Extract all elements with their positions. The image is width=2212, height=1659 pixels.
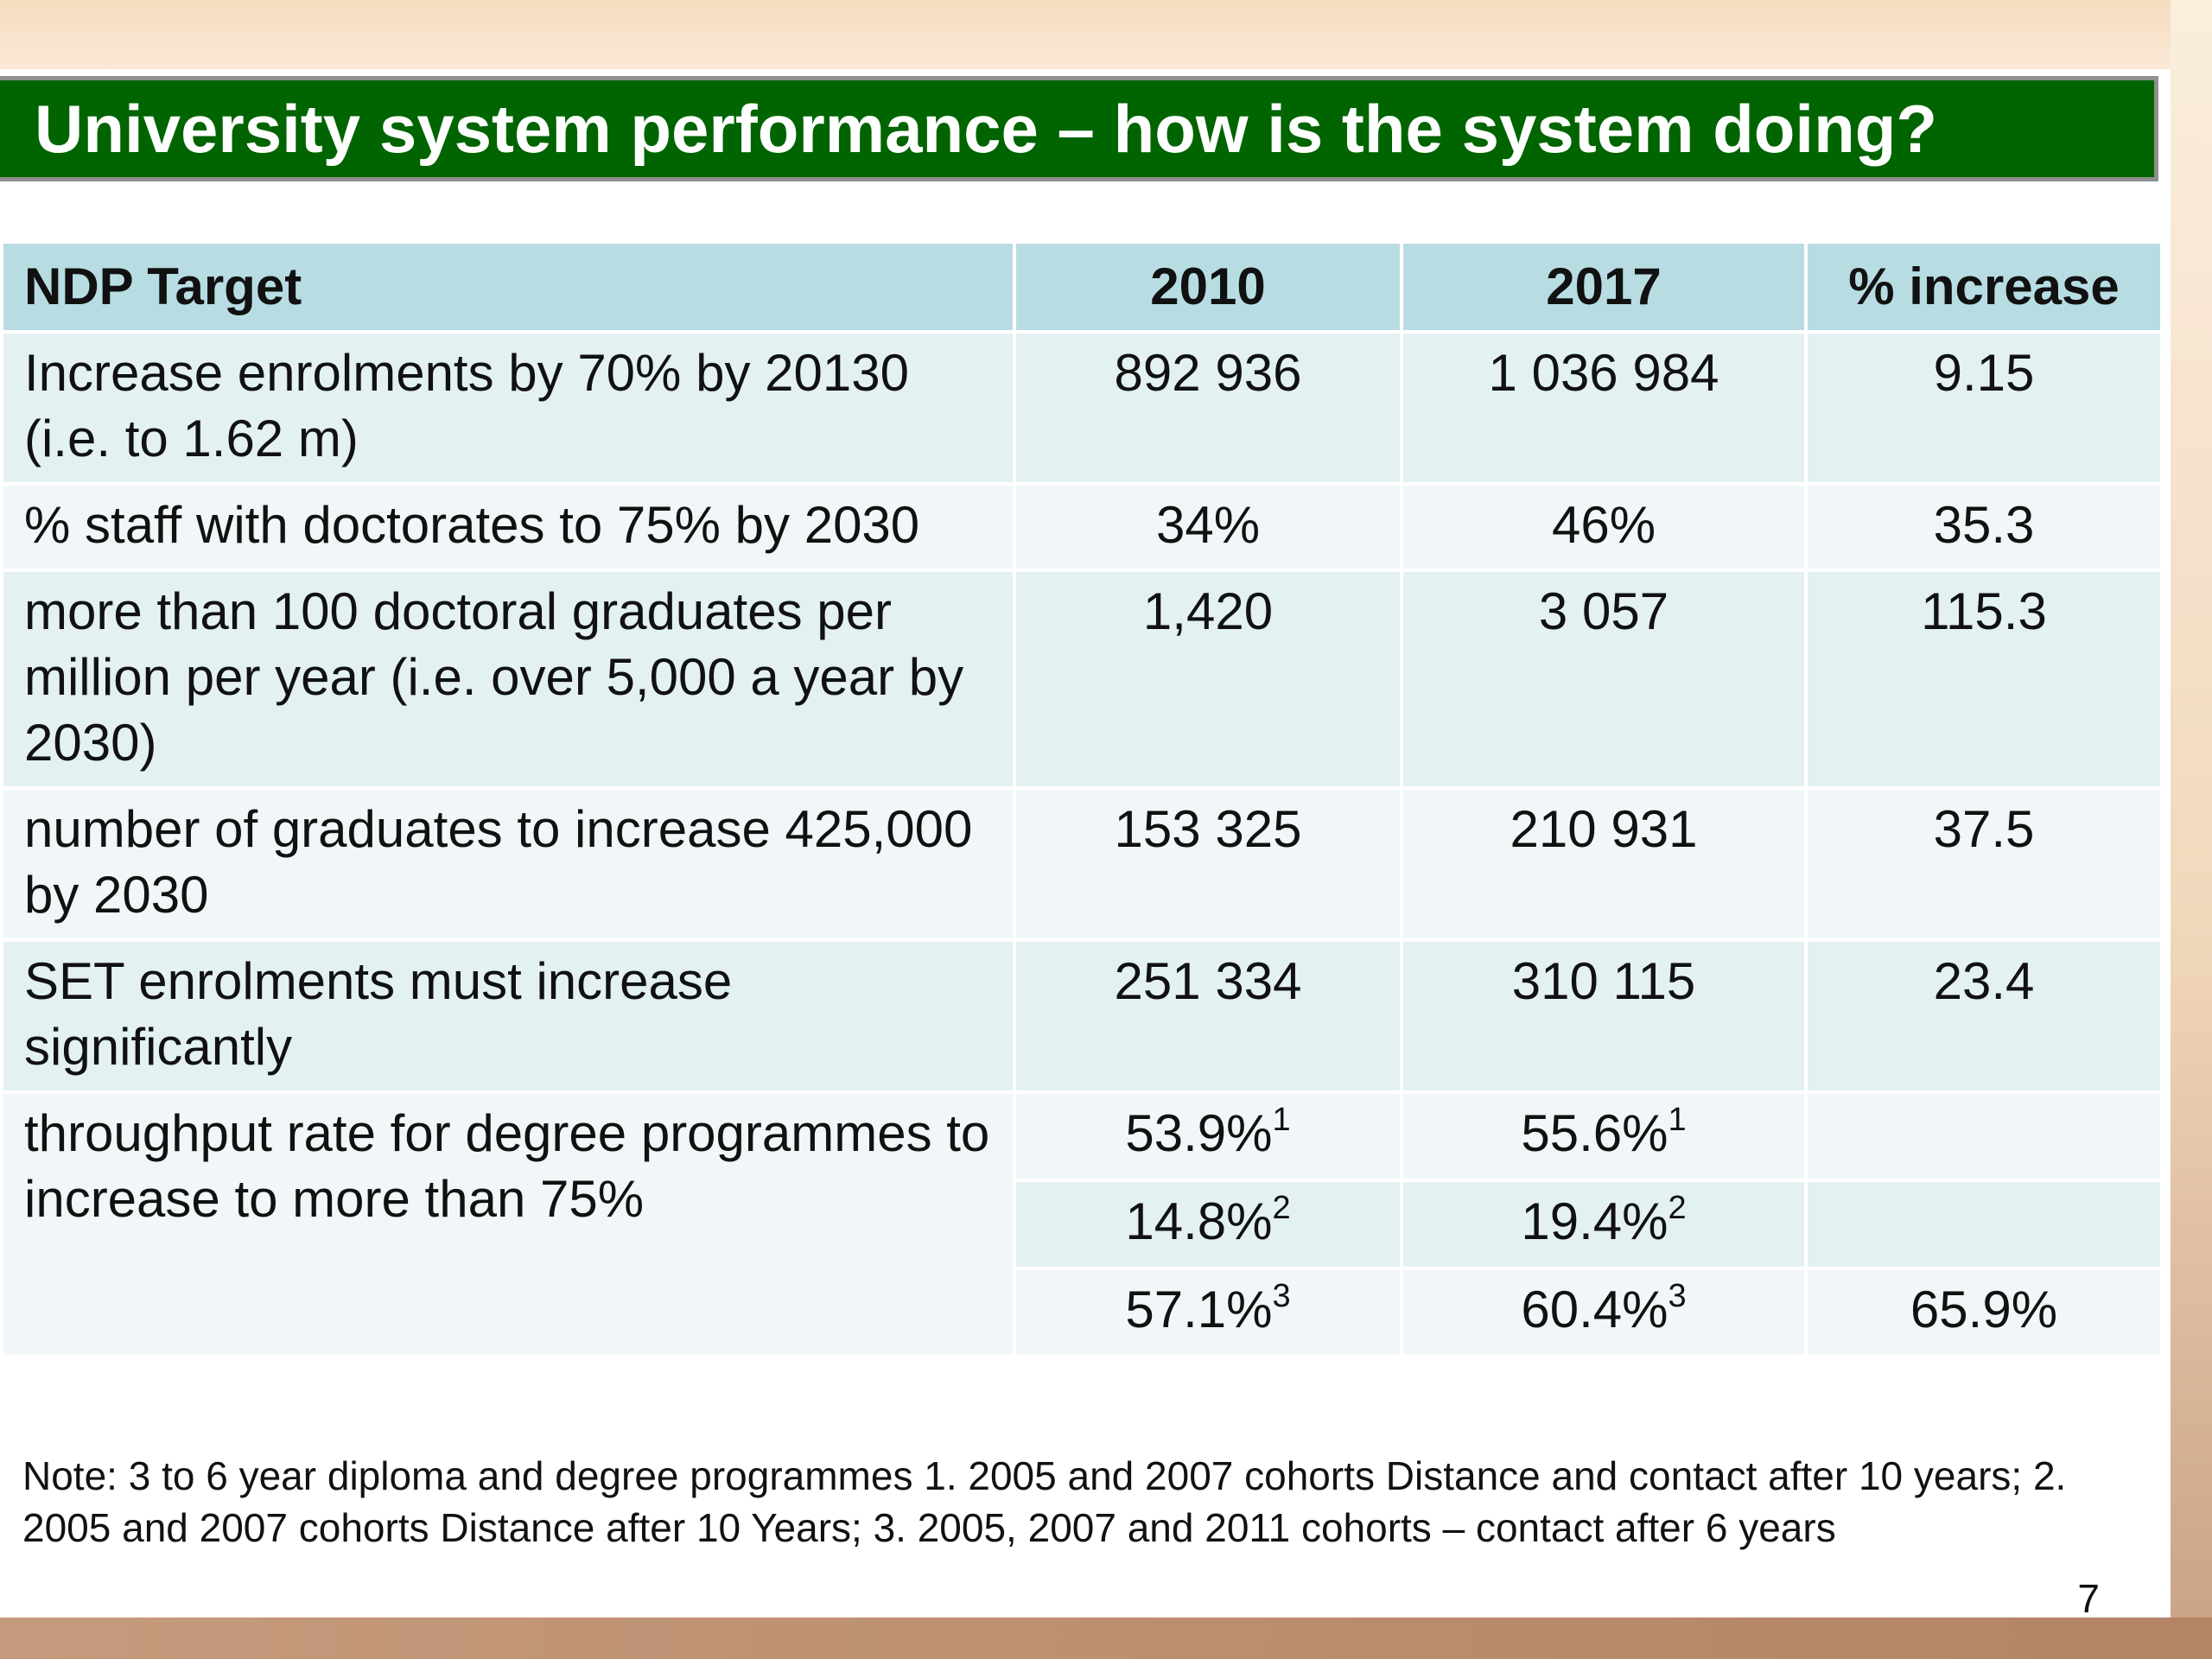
footnote-ref: 3 [1272,1278,1291,1314]
increase-cell: 9.15 [1804,330,2164,486]
cell-value: 60.4% [1521,1281,1669,1338]
page-number: 7 [2077,1576,2100,1621]
table-row: 57.1%3 60.4%3 65.9% [2,1267,2164,1358]
target-cell: SET enrolments must increase significant… [0,938,1016,1094]
target-cell: Increase enrolments by 70% by 20130 (i.e… [0,330,1016,486]
value-2010-cell: 57.1%3 [1013,1267,1403,1358]
table-header-row: NDP Target 2010 2017 % increase [0,240,2164,334]
slide-title: University system performance – how is t… [35,91,1938,167]
cell-value: 19.4% [1521,1192,1669,1250]
table-row: more than 100 doctoral graduates per mil… [0,569,2164,790]
value-2010-cell: 14.8%2 [1013,1179,1403,1270]
increase-cell [1804,1090,2164,1182]
value-2010-cell: 53.9%1 [1013,1090,1403,1182]
throughput-target-cell: throughput rate for degree programmes to… [0,1090,1016,1358]
increase-cell: 65.9% [1804,1267,2164,1358]
value-2017-cell: 3 057 [1400,569,1808,790]
cell-value: 14.8% [1125,1192,1273,1250]
header-2017: 2017 [1400,240,1808,334]
title-bar: University system performance – how is t… [0,76,2158,181]
value-2010-cell: 34% [1013,482,1403,572]
value-2010-cell: 892 936 [1013,330,1403,486]
increase-cell [1804,1179,2164,1270]
table-row: Increase enrolments by 70% by 20130 (i.e… [0,330,2164,486]
table-row: % staff with doctorates to 75% by 2030 3… [0,482,2164,572]
increase-cell: 35.3 [1804,482,2164,572]
footnote-ref: 2 [1668,1190,1687,1226]
increase-cell: 23.4 [1804,938,2164,1094]
value-2017-cell: 1 036 984 [1400,330,1808,486]
value-2017-cell: 19.4%2 [1400,1179,1808,1270]
footnote-ref: 3 [1668,1278,1687,1314]
frame-right [2171,0,2212,1659]
table-row: throughput rate for degree programmes to… [0,1090,2164,1358]
table-row: number of graduates to increase 425,000 … [0,786,2164,942]
header-increase: % increase [1804,240,2164,334]
value-2017-cell: 310 115 [1400,938,1808,1094]
table-row: SET enrolments must increase significant… [0,938,2164,1094]
value-2017-cell: 60.4%3 [1400,1267,1808,1358]
value-2017-cell: 55.6%1 [1400,1090,1808,1182]
footnote-ref: 1 [1272,1102,1291,1138]
cell-value: 53.9% [1125,1104,1273,1162]
ndp-table: NDP Target 2010 2017 % increase Increase… [0,240,2164,1358]
target-cell: number of graduates to increase 425,000 … [0,786,1016,942]
footnote-ref: 1 [1668,1102,1687,1138]
frame-bottom [0,1618,2212,1659]
increase-cell: 37.5 [1804,786,2164,942]
target-cell: % staff with doctorates to 75% by 2030 [0,482,1016,572]
value-2017-cell: 210 931 [1400,786,1808,942]
cell-value: 55.6% [1521,1104,1669,1162]
footnote-text: Note: 3 to 6 year diploma and degree pro… [22,1453,2067,1550]
footnote-ref: 2 [1272,1190,1291,1226]
table-row: 14.8%2 19.4%2 [2,1179,2164,1270]
value-2010-cell: 251 334 [1013,938,1403,1094]
target-cell: more than 100 doctoral graduates per mil… [0,569,1016,790]
header-2010: 2010 [1013,240,1403,334]
frame-top [0,0,2212,69]
value-2010-cell: 1,420 [1013,569,1403,790]
cell-value: 57.1% [1125,1281,1273,1338]
value-2010-cell: 153 325 [1013,786,1403,942]
increase-cell: 115.3 [1804,569,2164,790]
value-2017-cell: 46% [1400,482,1808,572]
header-ndp-target: NDP Target [0,240,1016,334]
